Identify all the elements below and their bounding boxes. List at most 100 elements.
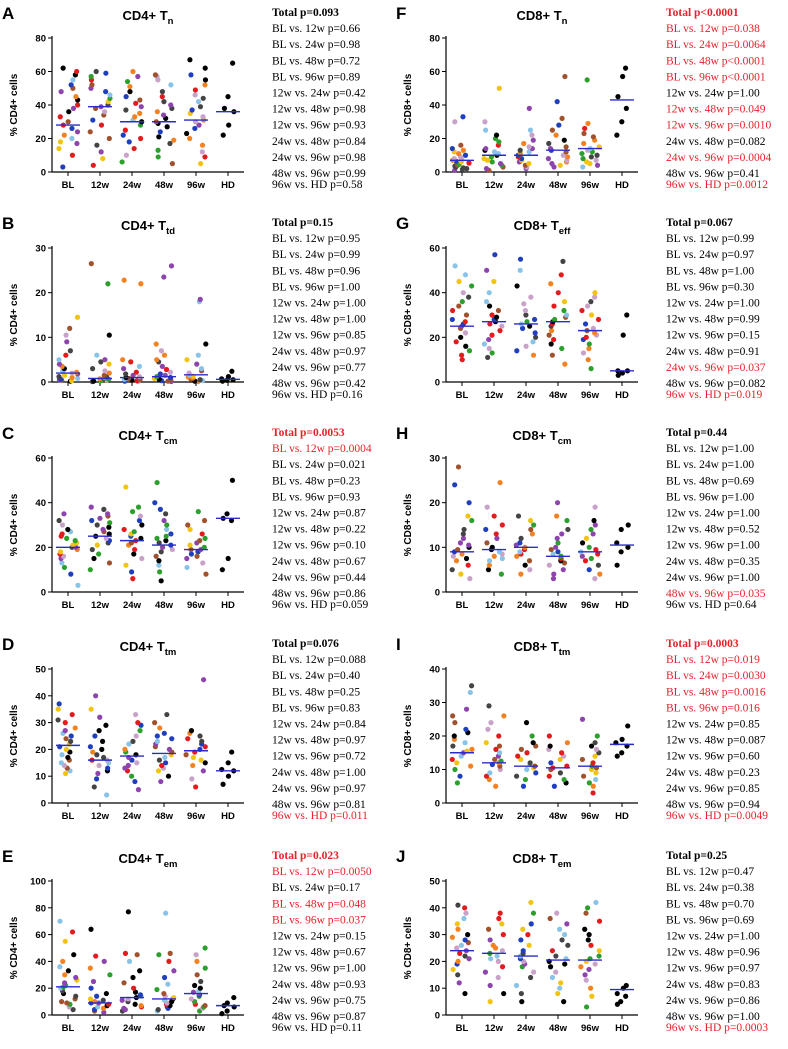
data-point — [588, 942, 594, 948]
stat-comparison: BL vs. 96w p<0.0001 — [666, 71, 766, 83]
x-tick-label: 12w — [91, 811, 110, 822]
stat-comparison: BL vs. 24w p=0.17 — [272, 882, 360, 894]
data-point — [559, 937, 565, 943]
data-point — [559, 345, 565, 352]
data-point — [549, 948, 555, 954]
data-point — [618, 999, 624, 1005]
data-point — [161, 517, 167, 524]
stat-comparison: BL vs. 48w p=0.25 — [272, 686, 360, 698]
data-point — [456, 278, 462, 285]
data-point — [625, 723, 631, 729]
x-tick-label: 48w — [549, 180, 568, 191]
data-point — [483, 166, 490, 172]
data-point — [167, 950, 173, 956]
data-point — [466, 542, 472, 548]
data-point — [158, 578, 164, 584]
data-point — [189, 776, 195, 782]
data-point — [96, 551, 102, 557]
data-point — [192, 982, 198, 989]
data-point — [463, 706, 470, 712]
data-point — [169, 736, 175, 742]
y-tick-label: 60 — [35, 454, 46, 465]
data-point — [55, 706, 61, 712]
data-point — [528, 974, 534, 981]
data-point — [595, 562, 602, 568]
stat-comparison: BL vs. 12w p=0.019 — [666, 654, 760, 666]
data-point — [469, 283, 475, 289]
stat-comparison: 12w vs. 24w p=0.15 — [272, 931, 366, 943]
data-point — [75, 102, 81, 108]
data-point — [591, 517, 597, 524]
data-point — [584, 303, 591, 309]
y-tick-label: 0 — [41, 588, 46, 599]
panel-f: F CD8+ Tn % CD8+ cells 0 20 40 60 80 BL 12w 24w 48w… — [396, 4, 771, 191]
data-point — [529, 132, 535, 138]
data-point — [229, 477, 236, 483]
data-point — [491, 278, 497, 285]
data-point — [162, 754, 168, 761]
data-point — [531, 522, 537, 528]
data-point — [625, 522, 631, 528]
y-axis-label: % CD4+ cells — [9, 916, 20, 979]
data-point — [450, 553, 456, 559]
data-point — [555, 290, 561, 296]
data-point — [158, 778, 164, 785]
data-point — [183, 752, 189, 758]
data-point — [582, 558, 589, 564]
y-tick-label: 50 — [429, 877, 440, 888]
data-point — [157, 371, 163, 377]
data-point — [529, 531, 535, 537]
stat-comparison: 48w vs. 96w p=0.81 — [272, 799, 366, 811]
y-tick-label: 30 — [429, 930, 440, 941]
data-point — [458, 334, 464, 340]
stat-total: Total p=0.15 — [272, 217, 333, 229]
stat-comparison: BL vs. 48w p=0.048 — [272, 898, 366, 910]
data-point — [131, 551, 137, 557]
data-point — [546, 332, 552, 338]
data-point — [554, 535, 560, 542]
data-point — [499, 323, 505, 329]
stat-comparison: 48w vs. 96w p=0.86 — [272, 588, 366, 600]
panel-title-main: CD4+ T — [121, 218, 166, 233]
data-point — [623, 105, 629, 111]
data-point — [460, 535, 467, 542]
data-point — [202, 945, 208, 951]
data-point — [561, 776, 567, 783]
stat-hd-comparison: 96w vs. HD p=0.0012 — [666, 179, 768, 191]
data-point — [200, 677, 207, 683]
y-tick-label: 60 — [35, 930, 46, 941]
data-point — [161, 730, 167, 736]
data-point — [88, 73, 94, 80]
panel-h: H CD8+ Tcm % CD8+ cells 0 10 20 30 BL 12w 24w 48w 9… — [396, 424, 766, 611]
data-point — [195, 352, 201, 358]
data-point — [199, 149, 205, 155]
data-point — [585, 357, 591, 363]
data-point — [197, 538, 203, 544]
stat-comparison: BL vs. 12w p=0.038 — [666, 23, 760, 35]
data-point — [487, 321, 493, 327]
data-point — [104, 792, 110, 798]
data-point — [126, 958, 133, 965]
data-point — [526, 149, 532, 155]
data-point — [529, 733, 535, 739]
data-point — [524, 319, 530, 325]
data-point — [155, 768, 162, 774]
data-point — [225, 555, 231, 562]
data-point — [579, 307, 585, 314]
data-point — [490, 942, 496, 948]
panel-c: C CD4+ Tcm % CD4+ cells 0 20 40 60 BL 12w 24w 48w 9… — [2, 424, 372, 611]
data-point — [129, 509, 136, 515]
data-point — [489, 544, 495, 550]
data-point — [547, 743, 553, 749]
data-point — [466, 160, 472, 166]
data-point — [455, 150, 462, 157]
data-point — [107, 520, 113, 526]
stat-total: Total p=0.093 — [272, 7, 339, 19]
data-point — [469, 517, 475, 524]
data-point — [463, 726, 469, 732]
data-point — [157, 129, 163, 135]
data-point — [100, 1005, 107, 1011]
data-point — [185, 736, 191, 742]
y-tick-label: 40 — [429, 665, 440, 676]
data-point — [133, 100, 139, 106]
